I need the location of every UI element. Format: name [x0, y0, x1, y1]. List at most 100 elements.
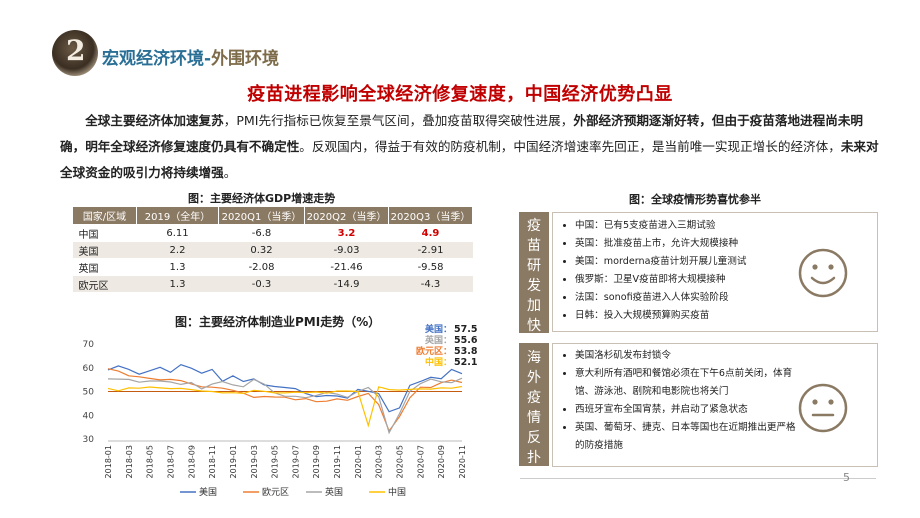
y-tick-label: 70 — [83, 340, 95, 350]
gdp-table: 国家/区域 2019（全年） 2020Q1（当季） 2020Q2（当季） 202… — [72, 206, 473, 292]
x-tick-label: 2020-03 — [375, 445, 384, 478]
x-tick-label: 2018-03 — [125, 445, 134, 478]
section-title: 宏观经济环境-外围环境 — [102, 44, 279, 69]
para-bold-2: 外部经济预期逐渐好转，但由于疫苗落地进程尚未明确，明年全球经济修复速度仍具有不确… — [60, 113, 863, 154]
gdp-header-cell: 2020Q2（当季） — [304, 206, 389, 225]
summary-paragraph: 全球主要经济体加速复苏，PMI先行指标已恢复至景气区间，叠加疫苗取得突破性进展，… — [60, 108, 886, 186]
series-line-欧元区 — [107, 368, 463, 433]
table-cell: 6.11 — [136, 224, 219, 242]
table-cell: -14.9 — [304, 275, 389, 292]
list-item: 美国：morderna疫苗计划开展儿童测试 — [575, 253, 877, 271]
happy-face-icon — [798, 248, 848, 298]
list-item: 俄罗斯：卫星V疫苗即将大规模接种 — [575, 271, 877, 289]
vaccine-tag-char: 发 — [527, 278, 541, 294]
section-number: 2 — [66, 34, 86, 67]
x-tick-label: 2019-05 — [271, 445, 280, 478]
list-item: 英国：批准疫苗上市，允许大规模接种 — [575, 235, 877, 253]
overseas-tag-char: 情 — [527, 410, 541, 426]
y-tick-label: 50 — [83, 388, 95, 398]
section-logo — [52, 30, 98, 76]
list-item: 美国洛杉矶发布封锁令 — [575, 347, 805, 365]
gdp-table-wrap: 国家/区域 2019（全年） 2020Q1（当季） 2020Q2（当季） 202… — [72, 206, 473, 292]
list-item: 西班牙宣布全国宵禁，并启动了紧急状态 — [575, 401, 805, 419]
vaccine-tag-char: 快 — [527, 318, 541, 334]
vaccine-list: 中国：已有5支疫苗进入三期试验 英国：批准疫苗上市，允许大规模接种 美国：mor… — [553, 217, 877, 325]
x-tick-label: 2019-03 — [250, 445, 259, 478]
end-label-英国: 英国： — [424, 334, 452, 346]
table-cell: -0.3 — [218, 275, 305, 292]
list-item: 英国、葡萄牙、捷克、日本等国也在近期推出更严格的防疫措施 — [575, 419, 805, 455]
list-item: 法国：sonofi疫苗进入人体实验阶段 — [575, 289, 877, 307]
overseas-tag-char: 疫 — [527, 390, 541, 406]
table-cell: 2.2 — [136, 241, 219, 259]
x-tick-label: 2018-05 — [146, 445, 155, 478]
table-cell: 英国 — [72, 258, 137, 276]
table-cell: -2.91 — [388, 241, 473, 259]
x-tick-label: 2018-11 — [208, 445, 217, 478]
legend-label-英国: 英国 — [325, 486, 343, 498]
gdp-header-cell: 2019（全年） — [136, 206, 219, 225]
series-line-中国 — [107, 385, 463, 428]
end-label-欧元区: 欧元区： — [416, 345, 452, 357]
para-bold-3: 未来对全球资金的吸引力将持续增强 — [60, 139, 879, 180]
table-row: 英国 1.3 -2.08 -21.46 -9.58 — [72, 258, 473, 276]
x-tick-label: 2020-07 — [416, 445, 425, 478]
list-item: 意大利所有酒吧和餐馆必须在下午6点前关闭，体育馆、游泳池、剧院和电影院也将关门 — [575, 365, 805, 401]
gdp-table-caption: 图：主要经济体GDP增速走势 — [188, 192, 336, 205]
list-item: 中国：已有5支疫苗进入三期试验 — [575, 217, 877, 235]
vaccine-tag: 疫 苗 研 发 加 快 — [519, 212, 549, 334]
y-tick-label: 40 — [83, 411, 95, 421]
table-cell: -9.03 — [304, 241, 389, 259]
divider — [520, 478, 876, 479]
x-tick-label: 2018-01 — [104, 445, 113, 478]
gdp-header-cell: 2020Q3（当季） — [388, 206, 473, 225]
x-tick-label: 2018-07 — [166, 445, 175, 478]
table-cell: 3.2 — [304, 224, 389, 242]
section-title-sub: 外围环境 — [211, 49, 280, 69]
overseas-tag-char: 反 — [527, 430, 541, 446]
vaccine-panel: 中国：已有5支疫苗进入三期试验 英国：批准疫苗上市，允许大规模接种 美国：mor… — [552, 212, 878, 332]
page-headline: 疫苗进程影响全球经济修复速度，中国经济优势凸显 — [247, 84, 673, 105]
table-cell: -6.8 — [218, 224, 305, 242]
para-text-2: 。反观国内，得益于有效的防疫机制，中国经济增速率先回正，是当前唯一实现正增长的经… — [299, 139, 841, 154]
overseas-panel: 美国洛杉矶发布封锁令 意大利所有酒吧和餐馆必须在下午6点前关闭，体育馆、游泳池、… — [552, 343, 878, 467]
end-value-美国: 57.5 — [454, 324, 477, 335]
x-tick-label: 2019-07 — [291, 445, 300, 478]
x-tick-label: 2019-11 — [333, 445, 342, 478]
table-cell: 中国 — [72, 224, 137, 242]
overseas-tag-char: 海 — [527, 350, 541, 366]
overseas-tag-char: 外 — [527, 370, 541, 386]
pmi-chart: 30 40 50 60 70 2018-01 2018-03 2018-05 2018-07 20… — [83, 323, 478, 498]
table-row: 美国 2.2 0.32 -9.03 -2.91 — [72, 241, 473, 259]
vaccine-tag-char: 加 — [527, 298, 541, 314]
end-value-英国: 55.6 — [454, 335, 478, 346]
table-cell: 4.9 — [388, 224, 473, 242]
page-number: 5 — [843, 471, 850, 484]
gdp-header-row: 国家/区域 2019（全年） 2020Q1（当季） 2020Q2（当季） 202… — [72, 206, 473, 225]
legend-label-中国: 中国 — [388, 486, 406, 498]
table-cell: 1.3 — [136, 275, 219, 292]
gdp-header-cell: 国家/区域 — [72, 206, 137, 225]
overseas-tag-char: 扑 — [527, 450, 541, 466]
vaccine-tag-char: 疫 — [527, 218, 541, 234]
table-row: 欧元区 1.3 -0.3 -14.9 -4.3 — [72, 275, 473, 292]
table-cell: 美国 — [72, 241, 137, 259]
epidemic-caption: 图：全球疫情形势喜忧参半 — [629, 193, 761, 206]
series-line-英国 — [107, 377, 463, 435]
legend-label-美国: 美国 — [199, 486, 217, 498]
y-tick-label: 60 — [83, 364, 95, 374]
table-cell: 0.32 — [218, 241, 305, 259]
section-title-main: 宏观经济环境- — [102, 49, 212, 69]
table-row: 中国 6.11 -6.8 3.2 4.9 — [72, 224, 473, 242]
pmi-chart-title: 图：主要经济体制造业PMI走势（%） — [175, 315, 381, 329]
table-cell: -4.3 — [388, 275, 473, 292]
table-cell: -21.46 — [304, 258, 389, 276]
x-tick-label: 2019-01 — [229, 445, 238, 478]
x-tick-label: 2020-09 — [437, 445, 446, 478]
end-label-中国: 中国： — [425, 356, 452, 368]
end-label-美国: 美国： — [425, 323, 452, 335]
y-tick-label: 30 — [83, 435, 95, 445]
table-cell: 欧元区 — [72, 275, 137, 292]
x-tick-label: 2020-05 — [396, 445, 405, 478]
para-text-3: 。 — [223, 165, 237, 180]
